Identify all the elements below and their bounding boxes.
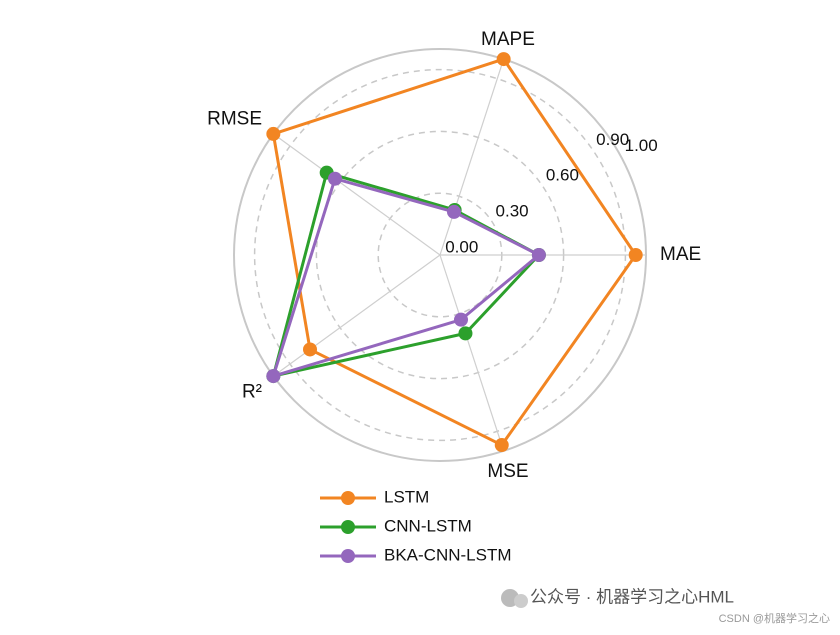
legend-marker [341, 520, 355, 534]
axis-spoke [439, 58, 505, 256]
legend-label: LSTM [384, 487, 429, 506]
data-point [328, 171, 343, 186]
legend-label: BKA-CNN-LSTM [384, 545, 512, 564]
data-point [458, 326, 473, 341]
category-label: MSE [487, 461, 528, 482]
axis-spoke [439, 254, 505, 452]
data-point [447, 204, 462, 219]
data-point [494, 438, 509, 453]
data-point [303, 342, 318, 357]
category-label: MAPE [481, 29, 535, 50]
data-point [531, 248, 546, 262]
category-label: MAE [660, 244, 701, 265]
axis-spoke [272, 254, 441, 377]
data-point [454, 312, 469, 327]
data-point [628, 248, 643, 262]
radial-tick-label: 1.00 [625, 136, 658, 155]
category-label: RMSE [207, 109, 262, 130]
legend-marker [341, 491, 355, 505]
category-label: R² [242, 381, 262, 402]
watermark-source: CSDN @机器学习之心 [719, 611, 830, 625]
series-line [271, 171, 541, 378]
series-line [271, 57, 638, 447]
data-point [266, 126, 281, 141]
axis-spoke [272, 133, 441, 256]
radial-tick-label: 0.90 [596, 130, 629, 149]
legend-marker [341, 549, 355, 563]
radial-tick-label: 0.30 [496, 202, 529, 221]
legend-label: CNN-LSTM [384, 516, 472, 535]
series-line [271, 177, 541, 378]
data-point [266, 369, 281, 384]
series [266, 171, 546, 384]
radial-tick-label: 0.60 [546, 166, 579, 185]
data-point [496, 52, 511, 67]
watermark-icon [501, 589, 528, 608]
series [266, 52, 643, 453]
watermark: 公众号 · 机器学习之心HML [530, 587, 734, 606]
radial-tick-label: 0.00 [445, 238, 478, 257]
